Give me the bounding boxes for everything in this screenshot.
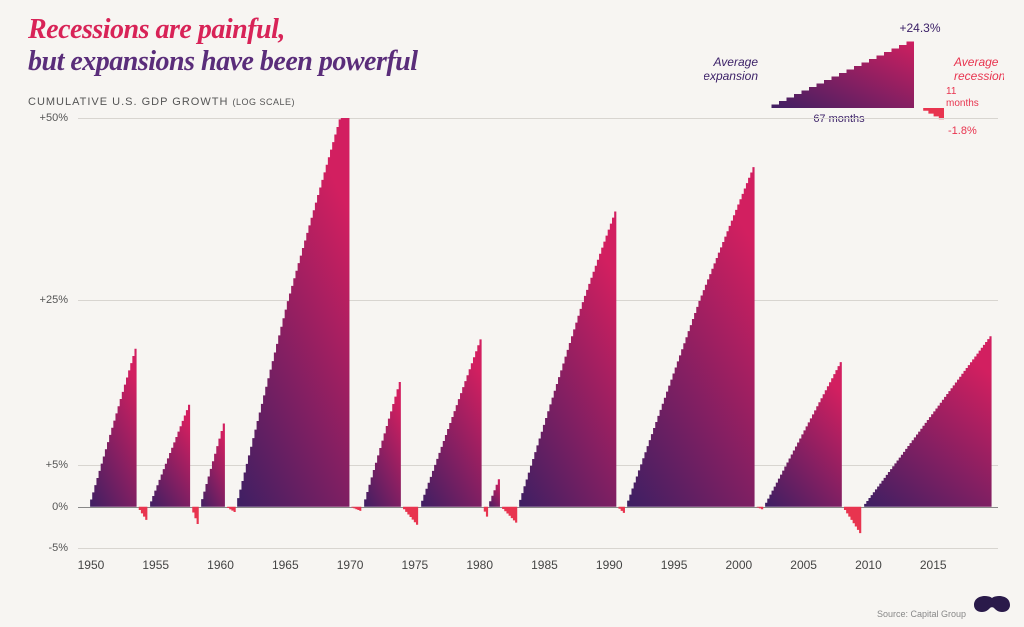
y-axis: -5%0%+5%+25%+50% — [28, 118, 78, 588]
cycle — [763, 118, 861, 548]
cycle — [362, 118, 418, 548]
cycle — [148, 118, 199, 548]
x-tick-label: 1990 — [596, 558, 623, 572]
y-tick-label: +50% — [40, 112, 68, 124]
cycle — [625, 118, 763, 548]
svg-text:11: 11 — [946, 86, 957, 97]
cycle — [199, 118, 236, 548]
plot-area — [78, 118, 998, 548]
goggles-icon — [972, 591, 1012, 613]
title-line1: Recessions are painful, — [28, 14, 418, 46]
x-tick-label: 1975 — [402, 558, 429, 572]
x-tick-label: 1985 — [531, 558, 558, 572]
x-axis: 1950 1955 1960 1965 1970 1975 1980 1985 1990 1995… — [78, 548, 998, 588]
x-tick-label: 1950 — [78, 558, 105, 572]
title-line2: but expansions have been powerful — [28, 46, 418, 78]
x-tick-label: 1965 — [272, 558, 299, 572]
y-tick-label: +5% — [46, 459, 68, 471]
brand-logo — [972, 591, 1012, 613]
x-tick-label: 1960 — [207, 558, 234, 572]
cycle — [487, 118, 517, 548]
cycle — [862, 118, 992, 548]
x-tick-label: 2010 — [855, 558, 882, 572]
y-tick-label: -5% — [48, 542, 68, 554]
title-block: Recessions are painful, but expansions h… — [28, 14, 418, 78]
svg-text:Average: Average — [713, 55, 759, 69]
svg-text:Average: Average — [953, 55, 999, 69]
chart-subtitle: CUMULATIVE U.S. GDP GROWTH (LOG SCALE) — [28, 96, 295, 108]
y-tick-label: 0% — [52, 501, 68, 513]
x-tick-label: 1980 — [466, 558, 493, 572]
source-text: Source: Capital Group — [877, 609, 966, 619]
svg-text:recession: recession — [954, 69, 1004, 83]
x-tick-label: 2015 — [920, 558, 947, 572]
x-tick-label: 1995 — [661, 558, 688, 572]
chart: -5%0%+5%+25%+50% 19501955196019651970197… — [28, 118, 998, 588]
subtitle-paren: (LOG SCALE) — [232, 97, 295, 107]
svg-text:expansion: expansion — [704, 69, 758, 83]
cycle — [88, 118, 147, 548]
subtitle-main: CUMULATIVE U.S. GDP GROWTH — [28, 96, 228, 108]
svg-text:+24.3%: +24.3% — [899, 21, 940, 35]
cycle — [235, 118, 361, 548]
cycle — [419, 118, 488, 548]
svg-text:months: months — [946, 98, 979, 109]
x-tick-label: 1970 — [337, 558, 364, 572]
y-tick-label: +25% — [40, 294, 68, 306]
cycle — [517, 118, 625, 548]
x-tick-label: 2000 — [725, 558, 752, 572]
x-tick-label: 2005 — [790, 558, 817, 572]
x-tick-label: 1955 — [142, 558, 169, 572]
